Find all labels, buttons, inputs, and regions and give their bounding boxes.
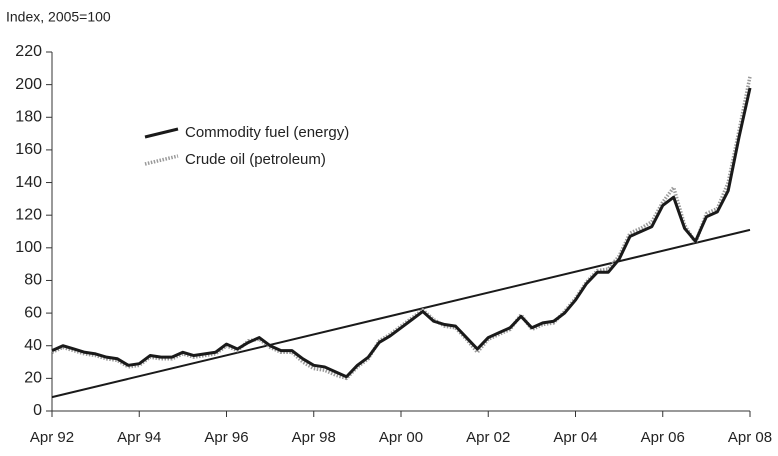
x-tick-label: Apr 92 [30,429,74,446]
y-tick-label: 80 [24,272,42,289]
series-line [51,87,752,379]
x-tick-label: Apr 98 [292,429,336,446]
legend-swatch [144,127,179,139]
x-tick-label: Apr 04 [553,429,597,446]
x-tick-label: Apr 02 [466,429,510,446]
legend-label: Commodity fuel (energy) [185,124,349,141]
y-tick-label: 20 [24,370,42,387]
x-tick-label: Apr 96 [204,429,248,446]
y-tick-label: 160 [15,141,42,158]
y-tick-label: 100 [15,239,42,256]
x-tick-label: Apr 94 [117,429,161,446]
y-axis-label: Index, 2005=100 [6,9,111,25]
legend-swatch [144,154,179,166]
x-tick-label: Apr 00 [379,429,423,446]
y-tick-label: 120 [15,206,42,223]
y-tick-label: 60 [24,304,42,321]
y-tick-label: 220 [15,43,42,60]
y-tick-label: 40 [24,337,42,354]
series-line [51,76,752,381]
x-tick-label: Apr 06 [641,429,685,446]
y-tick-label: 0 [33,402,42,419]
y-tick-label: 180 [15,108,42,125]
legend-label: Crude oil (petroleum) [185,151,326,168]
trend-line [51,228,751,399]
y-tick-label: 140 [15,174,42,191]
x-tick-label: Apr 08 [728,429,772,446]
y-tick-label: 200 [15,76,42,93]
